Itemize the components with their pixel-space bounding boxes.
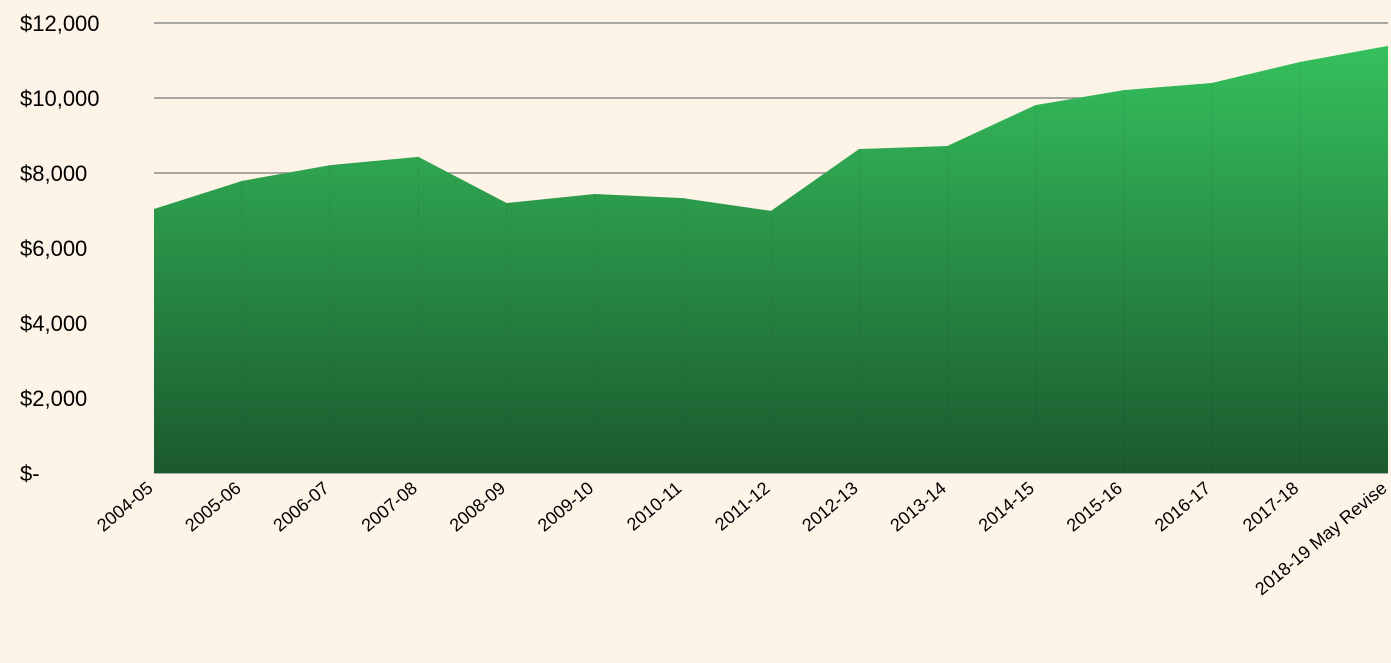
x-tick-label: 2016-17 bbox=[1151, 478, 1214, 536]
x-tick-label: 2006-07 bbox=[269, 478, 332, 536]
x-tick-label: 2009-10 bbox=[534, 478, 597, 536]
y-tick-label: $- bbox=[20, 461, 40, 486]
x-tick-label: 2004-05 bbox=[93, 478, 156, 536]
x-tick-label: 2012-13 bbox=[798, 478, 861, 536]
x-tick-label: 2015-16 bbox=[1063, 478, 1126, 536]
y-tick-label: $4,000 bbox=[20, 311, 87, 336]
y-tick-label: $6,000 bbox=[20, 236, 87, 261]
y-tick-label: $10,000 bbox=[20, 86, 100, 111]
x-tick-label: 2014-15 bbox=[975, 478, 1038, 536]
x-tick-label: 2017-18 bbox=[1239, 478, 1302, 536]
x-tick-label: 2008-09 bbox=[446, 478, 509, 536]
y-tick-label: $8,000 bbox=[20, 161, 87, 186]
y-tick-label: $2,000 bbox=[20, 386, 87, 411]
area bbox=[154, 45, 1388, 473]
x-tick-label: 2005-06 bbox=[181, 478, 244, 536]
x-tick-label: 2010-11 bbox=[623, 478, 685, 535]
y-tick-label: $12,000 bbox=[20, 11, 100, 36]
x-tick-label: 2007-08 bbox=[358, 478, 421, 536]
x-tick-label: 2013-14 bbox=[886, 478, 949, 536]
x-tick-label: 2011-12 bbox=[711, 478, 773, 535]
